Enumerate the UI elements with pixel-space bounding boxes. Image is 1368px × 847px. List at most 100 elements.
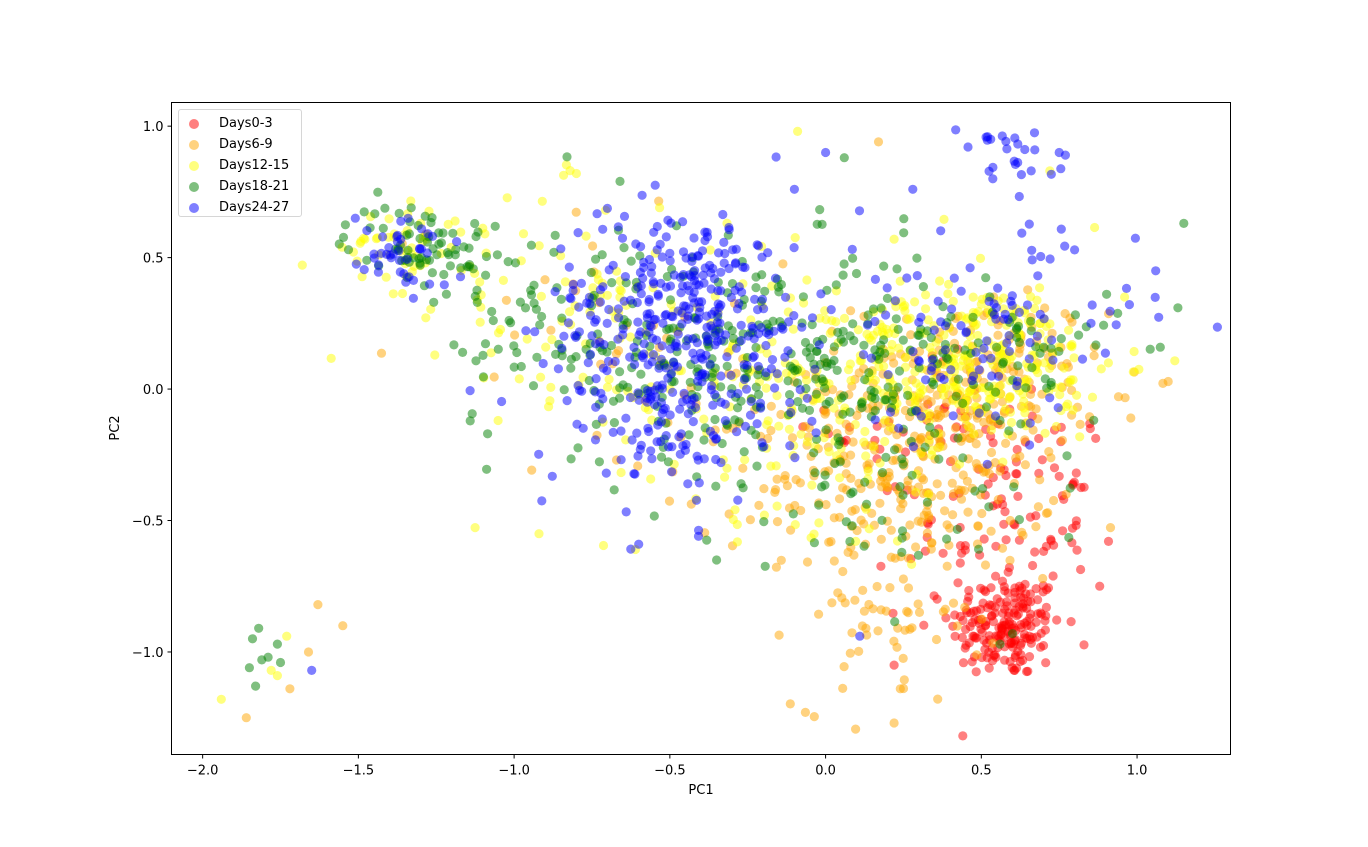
- data-point: [1000, 404, 1011, 414]
- data-point: [895, 482, 905, 492]
- data-point: [793, 126, 803, 136]
- data-point: [1045, 393, 1055, 403]
- data-point: [736, 335, 746, 346]
- data-point: [795, 385, 805, 395]
- data-point: [879, 335, 889, 345]
- data-point: [817, 219, 827, 229]
- data-point: [900, 447, 911, 457]
- data-point: [821, 147, 831, 158]
- data-point: [1020, 408, 1030, 418]
- data-point: [950, 343, 960, 353]
- data-point: [402, 254, 412, 264]
- data-point: [720, 472, 730, 482]
- data-point: [559, 170, 569, 180]
- data-point: [550, 230, 560, 240]
- data-point: [785, 699, 795, 709]
- data-point: [618, 324, 628, 334]
- data-point: [774, 421, 784, 431]
- data-point: [1010, 159, 1021, 169]
- data-point: [1071, 468, 1081, 478]
- data-point: [956, 286, 966, 296]
- data-point: [1032, 295, 1042, 305]
- data-point: [566, 454, 576, 464]
- data-point: [974, 365, 984, 375]
- data-point: [988, 162, 998, 172]
- data-point: [633, 317, 643, 327]
- data-point: [932, 479, 942, 489]
- data-point: [993, 371, 1004, 381]
- data-point: [1105, 523, 1116, 533]
- data-point: [810, 468, 820, 478]
- data-point: [493, 415, 503, 426]
- data-point: [575, 385, 585, 395]
- data-point: [639, 339, 649, 349]
- data-point: [809, 529, 819, 539]
- data-point: [757, 270, 767, 280]
- data-point: [490, 221, 500, 231]
- data-point: [833, 433, 843, 443]
- data-point: [741, 384, 752, 394]
- data-point: [953, 578, 963, 588]
- data-point: [445, 261, 455, 271]
- data-point: [665, 256, 675, 266]
- data-point: [896, 504, 906, 514]
- data-point: [646, 474, 656, 484]
- data-point: [573, 228, 583, 238]
- data-point: [1043, 508, 1053, 518]
- data-point: [908, 347, 918, 357]
- data-point: [733, 388, 743, 399]
- data-point: [621, 413, 631, 423]
- data-point: [935, 442, 945, 452]
- data-point: [1113, 308, 1123, 318]
- data-point: [993, 495, 1003, 505]
- data-point: [664, 496, 675, 506]
- data-point: [887, 395, 898, 406]
- data-point: [632, 428, 642, 438]
- data-point: [844, 365, 854, 375]
- data-point: [790, 233, 800, 243]
- data-point: [472, 285, 482, 295]
- data-point: [785, 390, 795, 400]
- data-point: [829, 403, 839, 413]
- data-point: [923, 510, 934, 521]
- data-point: [776, 555, 786, 565]
- data-point: [626, 256, 636, 266]
- data-point: [537, 311, 547, 322]
- data-point: [993, 283, 1003, 293]
- data-point: [722, 361, 732, 371]
- data-point: [962, 476, 973, 486]
- data-point: [588, 283, 598, 293]
- data-point: [927, 450, 937, 460]
- data-point: [472, 297, 482, 307]
- data-point: [903, 583, 914, 593]
- data-point: [936, 490, 946, 500]
- data-point: [829, 556, 839, 566]
- data-point: [692, 315, 702, 325]
- data-point: [1077, 354, 1088, 364]
- data-point: [1005, 515, 1015, 526]
- data-point: [1089, 415, 1099, 425]
- data-point: [657, 383, 668, 394]
- data-point: [1103, 358, 1113, 368]
- data-point: [559, 331, 569, 341]
- data-point: [1027, 245, 1037, 255]
- data-point: [343, 245, 354, 255]
- data-point: [482, 464, 492, 474]
- data-point: [976, 583, 986, 593]
- data-point: [566, 354, 577, 364]
- data-point: [699, 454, 709, 464]
- data-point: [615, 383, 625, 393]
- data-point: [1087, 392, 1098, 402]
- data-point: [1027, 363, 1037, 373]
- data-point: [771, 485, 781, 495]
- data-point: [942, 561, 952, 571]
- data-point: [881, 452, 891, 462]
- data-point: [698, 270, 708, 280]
- data-point: [1158, 378, 1168, 388]
- data-point: [846, 450, 856, 460]
- data-point: [781, 368, 792, 378]
- data-point: [1004, 394, 1014, 404]
- data-point: [1041, 658, 1051, 668]
- data-point: [1018, 655, 1028, 666]
- data-point: [929, 325, 939, 335]
